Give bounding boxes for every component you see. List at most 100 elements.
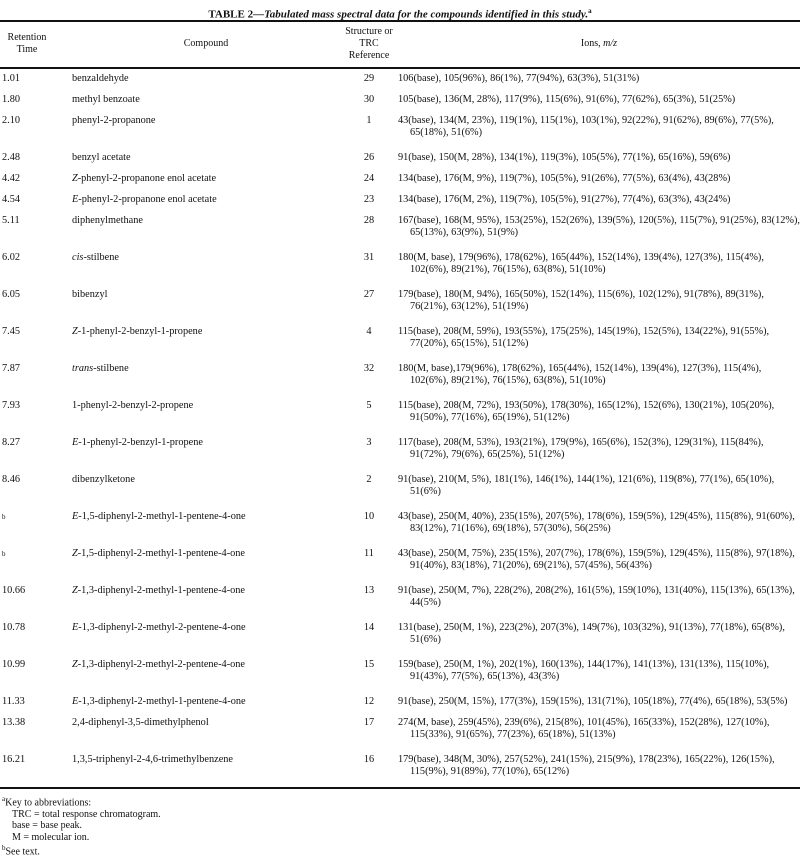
reference-number: 1 [366,115,372,126]
compound-name: phenyl-2-propanone [72,115,156,126]
table-row: b E-1,5-diphenyl-2-methyl-1-pentene-4-one… [0,507,800,544]
table-row: 10.99 Z-1,3-diphenyl-2-methyl-2-pentene-4… [0,655,800,692]
table-label: TABLE 2 [208,8,254,21]
retention-time: 4.42 [2,173,21,184]
table-row: 7.87 trans-stilbene 32 180(M, base),179(96%… [0,359,800,396]
reference-number: 26 [363,152,375,163]
compound-name: benzaldehyde [72,73,129,84]
compound-name: E-1-phenyl-2-benzyl-1-propene [72,437,203,448]
retention-time: 6.02 [2,252,21,263]
compound-name: Z-1,5-diphenyl-2-methyl-1-pentene-4-one [72,548,245,559]
ions-list: 167(base), 168(M, 95%), 153(25%), 152(26… [398,215,800,238]
table-row: 4.42 Z-phenyl-2-propanone enol acetate 24 1… [0,169,800,190]
ions-list: 274(M, base), 259(45%), 239(6%), 215(8%)… [398,717,770,740]
reference-number: 11 [364,548,374,559]
retention-time: 11.33 [2,696,25,707]
reference-number: 27 [363,289,375,300]
table-row: 10.66 Z-1,3-diphenyl-2-methyl-1-pentene-4… [0,581,800,618]
reference-number: 14 [363,622,375,633]
table-row: 1.01 benzaldehyde 29 106(base), 105(96%), 8… [0,68,800,90]
reference-number: 2 [366,474,372,485]
retention-time: b [2,513,6,521]
retention-time: 10.66 [2,585,26,596]
ions-list: 91(base), 150(M, 28%), 134(1%), 119(3%),… [398,152,731,163]
reference-number: 24 [363,173,375,184]
retention-time: 2.10 [2,115,21,126]
reference-number: 15 [363,659,375,670]
footnote-line: TRC = total response chromatogram. [12,808,161,820]
retention-time: b [2,550,6,558]
ions-list: 179(base), 348(M, 30%), 257(52%), 241(15… [398,754,775,777]
table-row: 6.05 bibenzyl 27 179(base), 180(M, 94%), 16… [0,285,800,322]
reference-number: 23 [363,194,375,205]
ions-list: 134(base), 176(M, 9%), 119(7%), 105(5%),… [398,173,731,184]
table-row: 8.27 E-1-phenyl-2-benzyl-1-propene 3 117(ba… [0,433,800,470]
header-reference: Structure or TRC Reference [345,26,393,61]
ions-list: 179(base), 180(M, 94%), 165(50%), 152(14… [398,289,764,312]
retention-time: 2.48 [2,152,21,163]
table-title: TABLE 2—Tabulated mass spectral data for… [0,0,800,21]
table-row: 6.02 cis-stilbene 31 180(M, base), 179(96%)… [0,248,800,285]
compound-name: bibenzyl [72,289,108,300]
compound-name: methyl benzoate [72,94,140,105]
compound-name: E-1,3-diphenyl-2-methyl-1-pentene-4-one [72,696,246,707]
compound-name: cis-stilbene [72,252,119,263]
footnote-line: base = base peak. [12,820,83,832]
table-row: 4.54 E-phenyl-2-propanone enol acetate 23 1… [0,190,800,211]
reference-number: 32 [363,363,375,374]
compound-name: E-phenyl-2-propanone enol acetate [72,194,217,205]
retention-time: 13.38 [2,717,26,728]
compound-name: diphenylmethane [72,215,143,226]
compound-name: benzyl acetate [72,152,131,163]
retention-time: 16.21 [2,754,26,765]
ions-list: 159(base), 250(M, 1%), 202(1%), 160(13%)… [398,659,770,682]
compound-name: dibenzylketone [72,474,135,485]
header-row: Retention Time Compound Structure or TRC R… [0,22,800,68]
compound-name: E-1,3-diphenyl-2-methyl-2-pentene-4-one [72,622,246,633]
footnote-line: M = molecular ion. [12,831,90,843]
retention-time: 7.45 [2,326,21,337]
reference-number: 10 [363,511,375,522]
reference-number: 17 [363,717,375,728]
table-row: 11.33 E-1,3-diphenyl-2-methyl-1-pentene-4… [0,692,800,713]
retention-time: 8.46 [2,474,21,485]
retention-time: 7.93 [2,400,21,411]
compound-name: Z-phenyl-2-propanone enol acetate [72,173,217,184]
reference-number: 16 [363,754,375,765]
ions-list: 91(base), 250(M, 15%), 177(3%), 159(15%)… [398,696,788,707]
footnote-mark: a [588,7,592,15]
header-retention-time: Retention Time [7,32,47,55]
reference-number: 30 [363,94,375,105]
retention-time: 10.99 [2,659,26,670]
retention-time: 6.05 [2,289,21,300]
ions-list: 105(base), 136(M, 28%), 117(9%), 115(6%)… [398,94,736,105]
compound-name: Z-1-phenyl-2-benzyl-1-propene [72,326,203,337]
reference-number: 5 [366,400,372,411]
table-row: 8.46 dibenzylketone 2 91(base), 210(M, 5%),… [0,470,800,507]
table-row: 5.11 diphenylmethane 28 167(base), 168(M, 9… [0,211,800,248]
ions-list: 43(base), 250(M, 40%), 235(15%), 207(5%)… [398,511,795,534]
retention-time: 4.54 [2,194,21,205]
reference-number: 4 [366,326,372,337]
table-row: 7.45 Z-1-phenyl-2-benzyl-1-propene 4 115(ba… [0,322,800,359]
footnote-a: aKey to abbreviations: [2,795,92,809]
ions-list: 134(base), 176(M, 2%), 119(7%), 105(5%),… [398,194,731,205]
reference-number: 13 [363,585,375,596]
ions-list: 117(base), 208(M, 53%), 193(21%), 179(9%… [398,437,764,460]
header-compound: Compound [183,38,229,49]
compound-name: 2,4-diphenyl-3,5-dimethylphenol [72,717,209,728]
ions-list: 43(base), 250(M, 75%), 235(15%), 207(7%)… [398,548,795,571]
reference-number: 28 [363,215,375,226]
compound-name: E-1,5-diphenyl-2-methyl-1-pentene-4-one [72,511,246,522]
retention-time: 1.80 [2,94,21,105]
table-caption: —Tabulated mass spectral data for the co… [253,8,589,21]
ions-list: 91(base), 250(M, 7%), 228(2%), 208(2%), … [398,585,795,608]
table-row: 10.78 E-1,3-diphenyl-2-methyl-2-pentene-4… [0,618,800,655]
ions-list: 131(base), 250(M, 1%), 223(2%), 207(3%),… [398,622,785,645]
reference-number: 12 [363,696,375,707]
footnote-b: bSee text. [2,844,40,858]
top-rule [0,20,800,22]
compound-name: 1-phenyl-2-benzyl-2-propene [72,400,194,411]
table-row: 1.80 methyl benzoate 30 105(base), 136(M, 2… [0,90,800,111]
reference-number: 29 [363,73,375,84]
